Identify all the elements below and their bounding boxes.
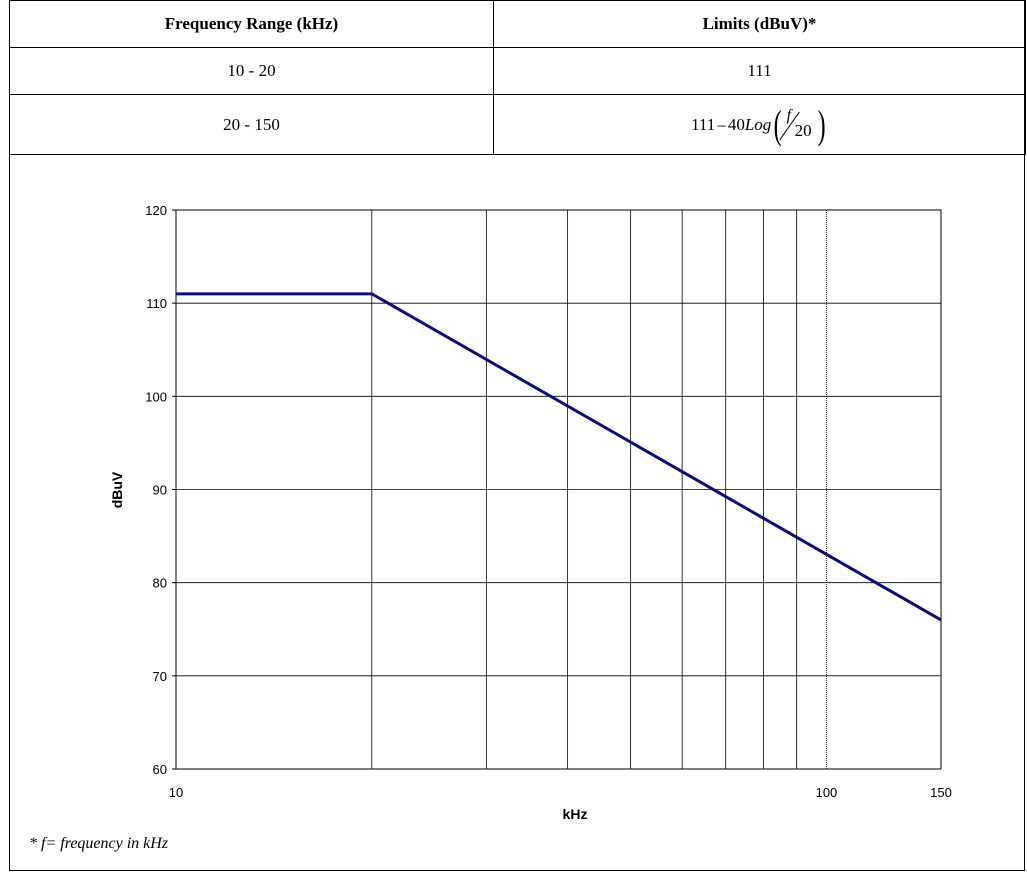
y-tick-label: 60 <box>153 762 167 777</box>
formula-coefficient: 40 <box>727 114 745 134</box>
table-row: 20 - 150 111 – 40 Log ( f 20 ) <box>9 94 1026 155</box>
formula-numerator: f <box>786 106 792 124</box>
y-tick-label: 120 <box>145 203 167 218</box>
footnote: * f= frequency in kHz <box>29 835 169 852</box>
cell-limit-formula: 111 – 40 Log ( f 20 ) <box>493 94 1026 155</box>
y-tick-label: 90 <box>153 483 167 498</box>
y-axis-label: dBuV <box>109 471 125 508</box>
y-tick-label: 80 <box>153 576 167 591</box>
limit-line <box>176 292 942 622</box>
x-tick-label: 100 <box>816 785 838 800</box>
formula-denominator: 20 <box>794 120 812 140</box>
table-row: 10 - 20 111 <box>9 47 1026 95</box>
x-tick-label: 10 <box>169 785 183 800</box>
limits-table: Frequency Range (kHz) Limits (dBuV)* 10 … <box>9 0 1026 155</box>
formula-fraction: f 20 <box>778 105 815 145</box>
formula-operator: – <box>717 114 726 134</box>
limit-formula: 111 – 40 Log ( f 20 ) <box>691 101 828 147</box>
cell-range-2: 20 - 150 <box>9 94 494 155</box>
y-tick-label: 100 <box>145 389 167 404</box>
formula-func: Log <box>744 114 772 134</box>
y-tick-label: 110 <box>146 296 167 311</box>
y-tick-label: 70 <box>153 669 167 684</box>
formula-close-paren: ) <box>817 101 826 147</box>
x-tick-label: 150 <box>930 785 952 800</box>
table-header-row: Frequency Range (kHz) Limits (dBuV)* <box>9 0 1026 48</box>
formula-open-paren: ( <box>773 101 782 147</box>
x-axis-label: kHz <box>563 806 588 822</box>
formula-constant: 111 <box>691 114 716 134</box>
header-limits: Limits (dBuV)* <box>493 0 1026 48</box>
